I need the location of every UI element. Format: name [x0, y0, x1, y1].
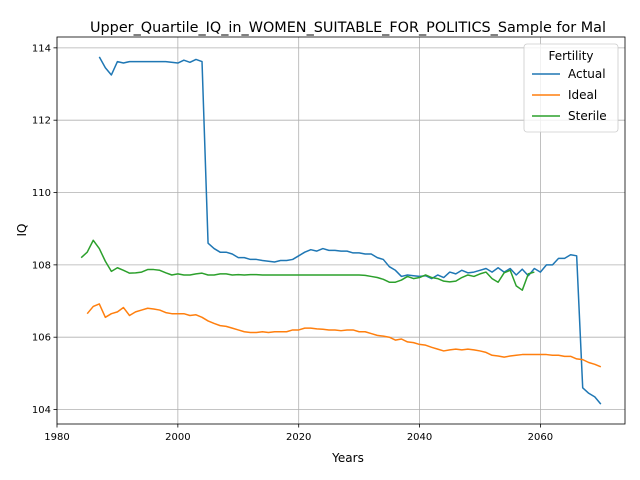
- legend-label-sterile: Sterile: [568, 109, 607, 123]
- y-axis-label: IQ: [15, 224, 29, 237]
- x-tick-label: 2020: [286, 432, 311, 443]
- y-tick-label: 110: [32, 188, 51, 199]
- y-tick-label: 106: [32, 333, 51, 344]
- legend-label-actual: Actual: [568, 67, 606, 81]
- x-tick-label: 2000: [165, 432, 190, 443]
- x-tick-label: 2060: [528, 432, 553, 443]
- series-line-actual: [98, 56, 602, 405]
- chart-title: Upper_Quartile_IQ_in_WOMEN_SUITABLE_FOR_…: [90, 20, 606, 36]
- series-line-ideal: [86, 303, 602, 368]
- x-axis-label: Years: [331, 451, 364, 465]
- legend-title: Fertility: [548, 49, 593, 63]
- legend-label-ideal: Ideal: [568, 88, 597, 102]
- legend-box: [523, 43, 619, 133]
- legend: Fertility Actual Ideal Sterile: [523, 43, 619, 133]
- y-tick-label: 104: [32, 405, 51, 416]
- series-layer: [80, 56, 602, 405]
- axis-ticks: 1980 2000 2020 2040 2060 104 106 108 110 112 114: [32, 43, 553, 443]
- series-line-sterile: [80, 239, 535, 291]
- y-tick-label: 108: [32, 260, 51, 271]
- plot-frame: [56, 36, 626, 425]
- x-tick-label: 2040: [407, 432, 432, 443]
- x-tick-label: 1980: [44, 432, 69, 443]
- y-tick-label: 114: [32, 43, 51, 54]
- y-tick-label: 112: [32, 116, 51, 127]
